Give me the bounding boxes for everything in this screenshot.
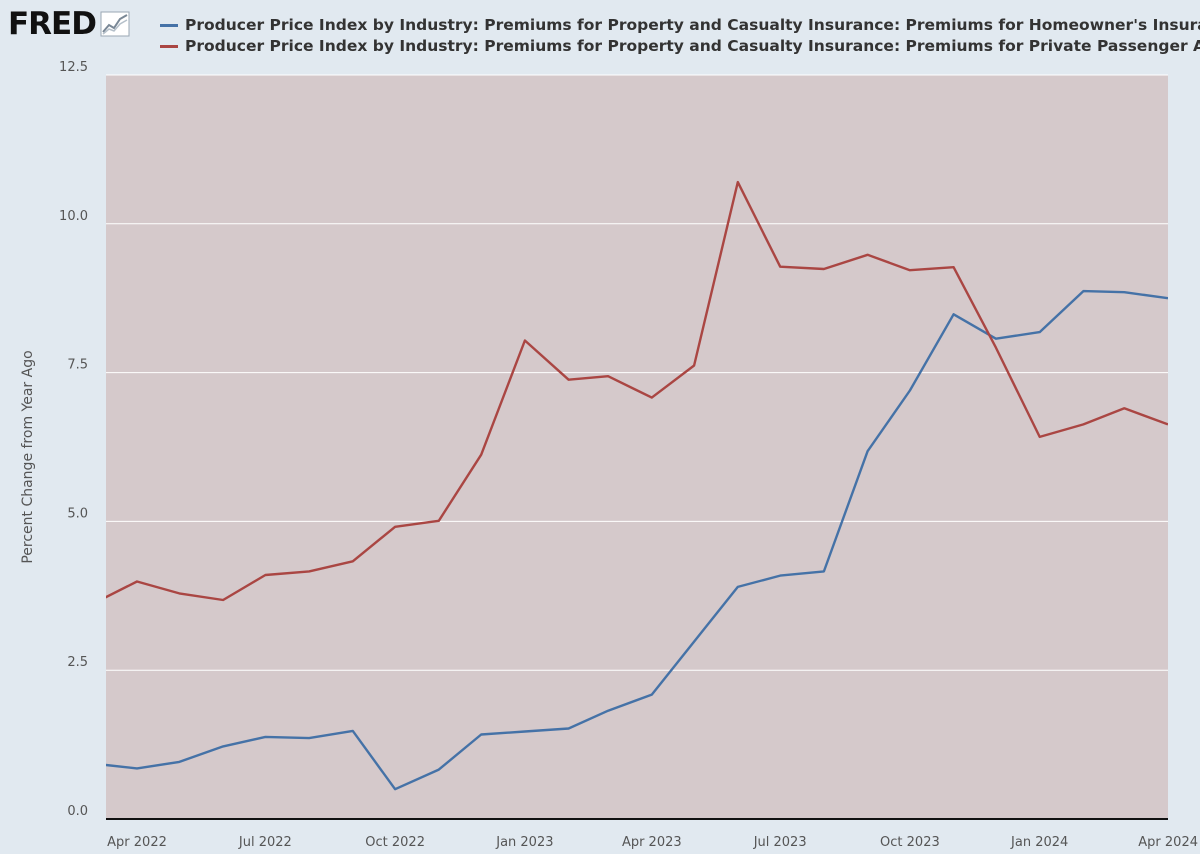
- y-axis-ticks: 0.0 2.5 5.0 7.5 10.0 12.5: [59, 60, 88, 819]
- legend-item-homeowners[interactable]: Producer Price Index by Industry: Premiu…: [160, 14, 1200, 36]
- legend-item-private-passenger-auto[interactable]: Producer Price Index by Industry: Premiu…: [160, 35, 1200, 57]
- x-tick-label: Jul 2023: [753, 835, 807, 850]
- x-tick-label: Jan 2023: [495, 835, 553, 850]
- y-tick-label: 0.0: [67, 804, 88, 819]
- y-tick-label: 7.5: [67, 358, 88, 373]
- x-axis-ticks: Apr 2022 Jul 2022 Oct 2022 Jan 2023 Apr 2023…: [107, 835, 1198, 850]
- x-tick-label: Oct 2023: [880, 835, 940, 850]
- plot-background: [106, 75, 1168, 819]
- y-tick-label: 2.5: [67, 655, 88, 670]
- legend-label-private-passenger-auto: Producer Price Index by Industry: Premiu…: [185, 37, 1200, 55]
- y-tick-label: 5.0: [67, 506, 88, 521]
- y-axis-title: Percent Change from Year Ago: [20, 350, 36, 563]
- x-tick-label: Jul 2022: [238, 835, 292, 850]
- x-tick-label: Apr 2024: [1138, 835, 1198, 850]
- chart-header: FRED Producer Price Index by Industry: P…: [0, 0, 1200, 60]
- series-lines: [106, 180, 1168, 791]
- y-tick-label: 10.0: [59, 209, 88, 224]
- fred-logo-text: FRED: [8, 6, 97, 42]
- line-chart-icon: [100, 11, 130, 37]
- legend-swatch-private-passenger-auto: [160, 44, 178, 48]
- grid-lines: [106, 74, 1168, 671]
- series-line-private-passenger-auto: [106, 180, 1168, 602]
- x-tick-label: Apr 2022: [107, 835, 167, 850]
- x-tick-label: Jan 2024: [1010, 835, 1068, 850]
- legend-swatch-homeowners: [160, 23, 178, 27]
- fred-logo[interactable]: FRED: [8, 4, 130, 44]
- x-tick-label: Oct 2022: [365, 835, 425, 850]
- y-tick-label: 12.5: [59, 60, 88, 75]
- x-tick-label: Apr 2023: [622, 835, 682, 850]
- legend-label-homeowners: Producer Price Index by Industry: Premiu…: [185, 16, 1200, 34]
